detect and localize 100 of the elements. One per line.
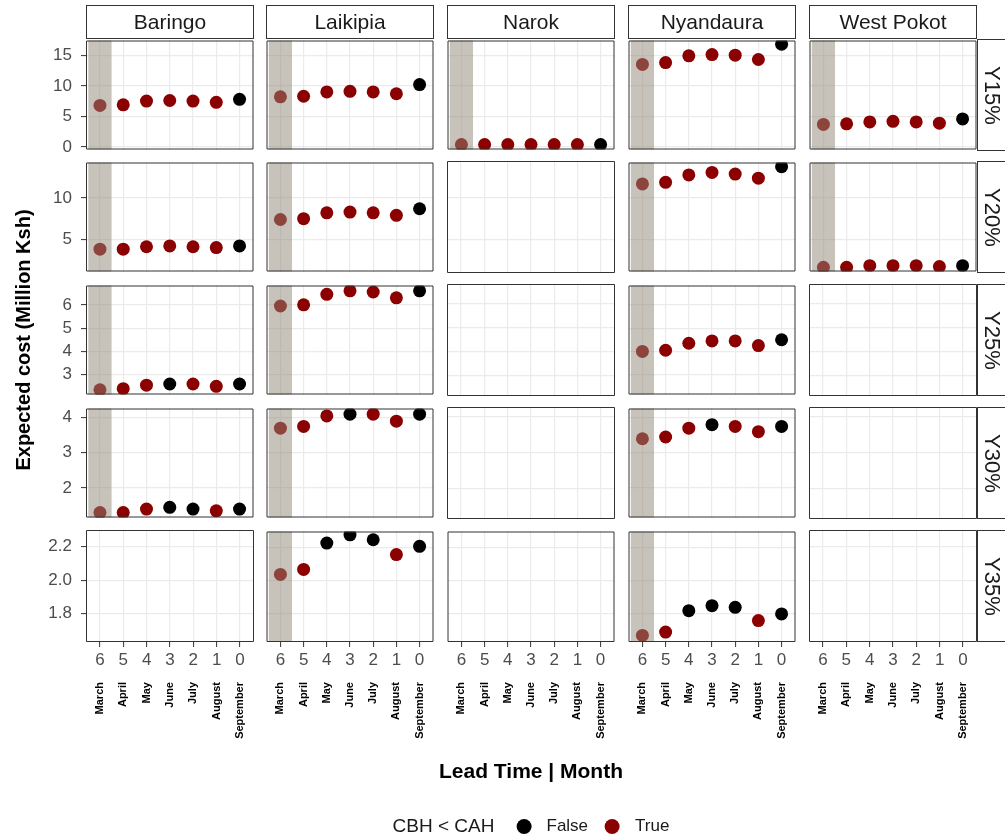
y2-axis-title: Y25% [977, 284, 1005, 396]
y-tick-label: 5 [62, 106, 72, 126]
x-tick-label: March [635, 681, 648, 715]
legend-label: False [546, 815, 589, 835]
x-tick-label: July [186, 681, 199, 705]
y-tick-label: 4 [62, 341, 72, 361]
x2-tick-label: 6 [456, 649, 467, 669]
x-tick-label: June [524, 682, 537, 708]
y2-axis-title: Y20% [977, 161, 1005, 273]
chart-title: Baringo [86, 5, 254, 39]
x-tick-label: March [273, 681, 286, 715]
x-tick-label: August [751, 681, 764, 720]
x2-tick-label: 5 [479, 649, 490, 669]
y-tick-label: 4 [62, 407, 72, 427]
x2-tick-label: 6 [95, 649, 105, 669]
x-tick-label: July [547, 681, 560, 705]
chart-title: West Pokot [809, 5, 977, 39]
x2-tick-label: 3 [345, 649, 355, 669]
x-tick-label: June [343, 682, 356, 708]
x2-tick-label: 3 [707, 649, 717, 669]
y-tick-label: 2.0 [48, 569, 72, 589]
x2-tick-label: 0 [958, 649, 968, 669]
y2-axis-title: Y35% [977, 530, 1005, 642]
x-tick-label: April [296, 682, 309, 708]
x-tick-label: September [412, 681, 425, 739]
legend-title: CBH < CAH [392, 815, 495, 835]
x-tick-label: June [705, 682, 718, 708]
legend-label: True [635, 815, 670, 835]
y-tick-label: 6 [62, 294, 72, 314]
x-tick-label: May [500, 681, 513, 704]
x2-tick-label: 4 [864, 649, 875, 669]
x2-tick-label: 4 [684, 649, 694, 669]
x2-tick-label: 0 [235, 649, 245, 669]
x-tick-label: July [366, 681, 379, 705]
x2-tick-label: 2 [188, 649, 199, 669]
x2-tick-label: 6 [637, 649, 648, 669]
x2-tick-label: 2 [730, 649, 740, 669]
y-tick-label: 1.8 [48, 603, 72, 623]
x-axis-title: Lead Time | Month [439, 759, 623, 783]
y-tick-label: 10 [53, 187, 72, 207]
x-tick-label: September [774, 681, 787, 739]
x2-tick-label: 6 [818, 649, 828, 669]
x-tick-label: March [816, 681, 829, 715]
x2-tick-label: 3 [165, 649, 175, 669]
x2-tick-label: 2 [911, 649, 922, 669]
x-tick-label: July [909, 681, 922, 705]
x2-tick-label: 1 [572, 649, 583, 669]
x-tick-label: August [389, 681, 402, 720]
y-tick-label: 2 [62, 477, 72, 497]
x2-tick-label: 0 [414, 649, 425, 669]
x2-tick-label: 6 [275, 649, 286, 669]
y2-axis-title: Y15% [977, 39, 1005, 151]
x-tick-label: August [932, 681, 945, 720]
y-tick-label: 10 [53, 75, 72, 95]
x2-tick-label: 5 [118, 649, 129, 669]
y-tick-label: 3 [62, 364, 72, 384]
y-tick-label: 5 [62, 228, 72, 248]
x-tick-label: September [956, 681, 969, 739]
x-tick-label: June [886, 682, 899, 708]
x-tick-label: July [728, 681, 741, 705]
x-tick-label: June [163, 682, 176, 708]
x-tick-label: August [570, 681, 583, 720]
x-tick-label: May [139, 681, 152, 704]
x2-tick-label: 5 [660, 649, 671, 669]
x2-tick-label: 3 [526, 649, 536, 669]
x2-tick-label: 2 [368, 649, 378, 669]
x-tick-label: September [233, 681, 246, 739]
x-tick-label: September [593, 681, 606, 739]
x-tick-label: August [209, 681, 222, 720]
x-tick-label: April [477, 682, 490, 708]
x2-tick-label: 4 [503, 649, 513, 669]
x2-tick-label: 0 [776, 649, 787, 669]
x2-tick-label: 0 [595, 649, 606, 669]
x-tick-label: April [658, 682, 671, 708]
x-tick-label: May [319, 681, 332, 704]
x2-tick-label: 4 [322, 649, 332, 669]
chart-title: Laikipia [266, 5, 434, 39]
y-tick-label: 15 [53, 44, 72, 64]
y2-axis-title: Y30% [977, 407, 1005, 519]
x2-tick-label: 5 [298, 649, 309, 669]
x2-tick-label: 1 [753, 649, 764, 669]
x2-tick-label: 2 [549, 649, 559, 669]
x-tick-label: March [454, 681, 467, 715]
x2-tick-label: 4 [141, 649, 152, 669]
y-tick-label: 2.2 [48, 536, 72, 556]
x2-tick-label: 5 [841, 649, 852, 669]
x-tick-label: April [839, 682, 852, 708]
y-tick-label: 5 [62, 317, 72, 337]
y-tick-label: 3 [62, 442, 72, 462]
x2-tick-label: 1 [391, 649, 402, 669]
chart-title: Narok [447, 5, 615, 39]
chart-title: Nyandaura [628, 5, 796, 39]
y-tick-label: 0 [62, 136, 72, 156]
x-tick-label: May [862, 681, 875, 704]
x2-tick-label: 1 [934, 649, 945, 669]
y-axis-title: Expected cost (Million Ksh) [11, 209, 35, 471]
x2-tick-label: 1 [211, 649, 222, 669]
x-tick-label: April [116, 682, 129, 708]
x-tick-label: May [681, 681, 694, 704]
x-tick-label: March [93, 681, 106, 715]
